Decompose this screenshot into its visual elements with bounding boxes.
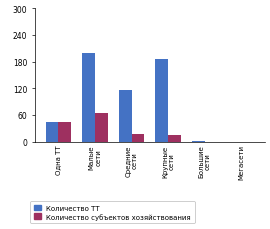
Bar <box>168 136 181 142</box>
Legend: Количество ТТ, Количество субъектов хозяйствования: Количество ТТ, Количество субъектов хозя… <box>31 201 195 223</box>
Bar <box>95 113 108 142</box>
Bar <box>155 60 168 142</box>
Bar <box>46 122 58 142</box>
Bar <box>119 91 131 142</box>
Bar <box>82 53 95 142</box>
Bar <box>58 123 71 142</box>
Bar <box>131 134 144 142</box>
